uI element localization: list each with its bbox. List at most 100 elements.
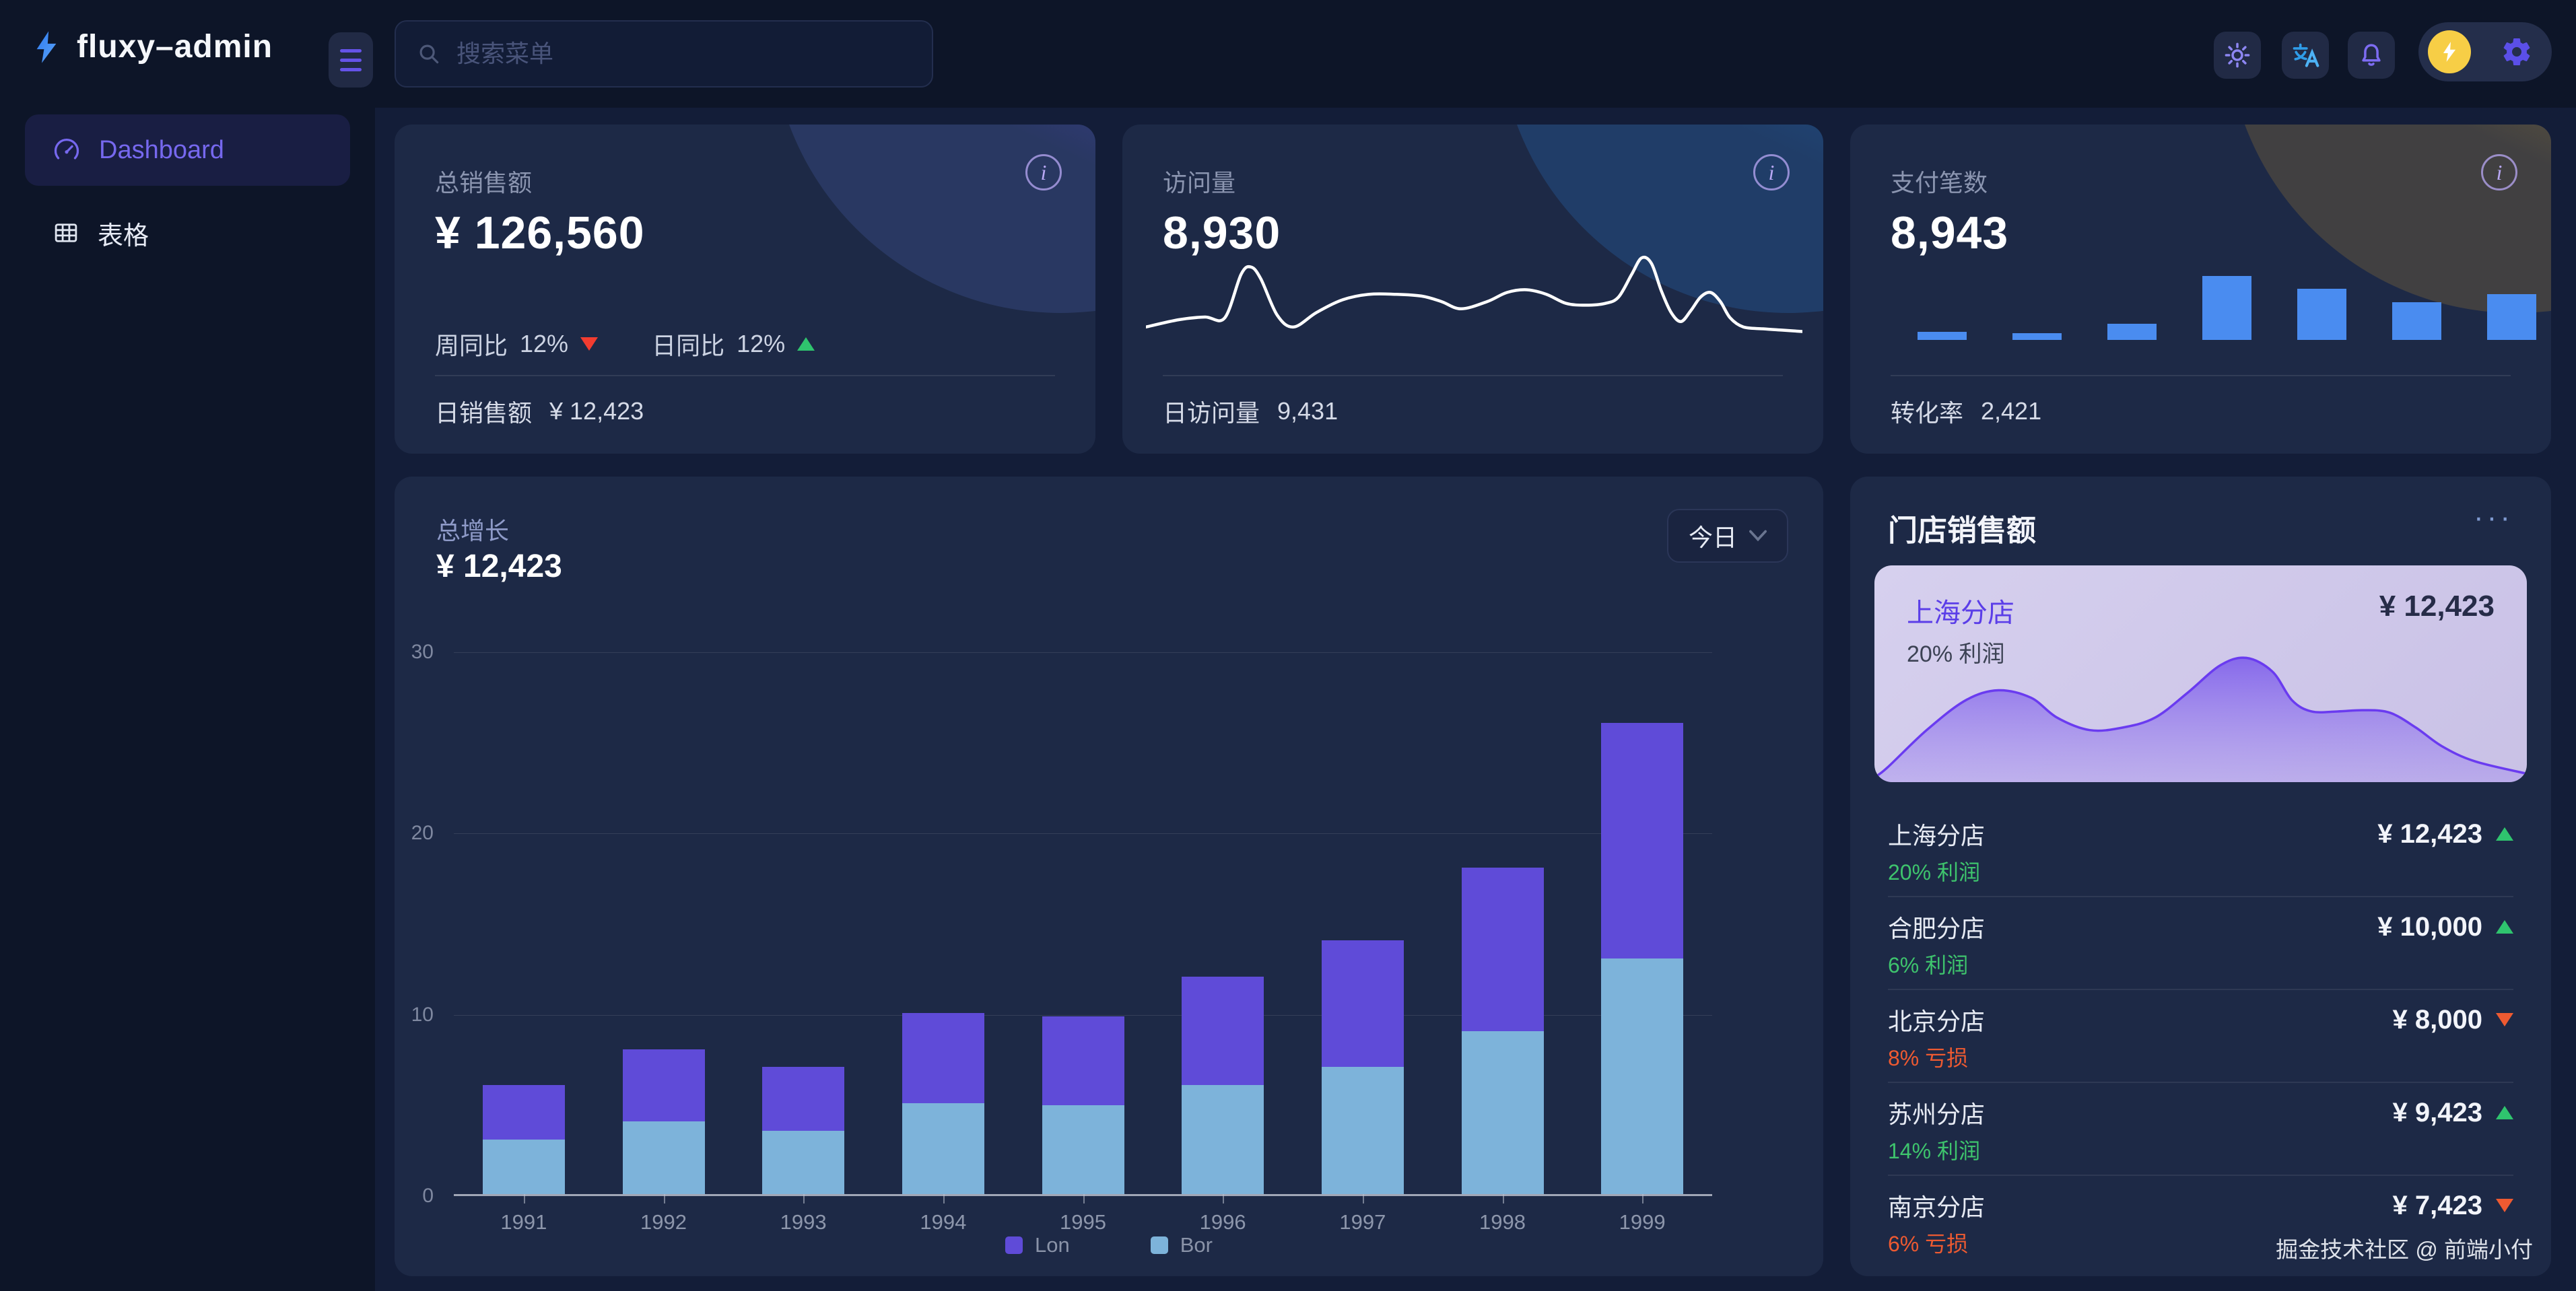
info-icon[interactable]: i <box>1025 154 1062 190</box>
gridline <box>454 1014 1712 1016</box>
card-footer: 日销售额 ¥ 12,423 <box>435 394 644 429</box>
legend-item-lon[interactable]: Lon <box>1005 1233 1070 1257</box>
brand-logo: fluxy–admin <box>28 28 273 65</box>
x-axis-tick <box>663 1194 665 1203</box>
store-note: 6% 利润 <box>1888 953 1969 977</box>
gauge-icon <box>54 139 79 160</box>
footer-label: 转化率 <box>1891 399 1964 427</box>
payments-sparkbars <box>1918 276 2536 340</box>
date-range-value: 今日 <box>1688 524 1737 551</box>
legend-swatch <box>1005 1236 1023 1254</box>
store-note: 8% 亏损 <box>1888 1046 1969 1070</box>
trend-down-icon <box>2496 1013 2513 1026</box>
brand-name: fluxy–admin <box>77 29 273 65</box>
x-axis-tick <box>1642 1194 1644 1203</box>
bar-segment-bor <box>902 1103 984 1194</box>
y-axis-label: 20 <box>411 822 434 845</box>
growth-plot-area: 0 10 20 30 1991 1992 1993 1994 1995 1996 1997 1998 1… <box>411 641 1712 1234</box>
trend-up-icon <box>797 337 815 351</box>
table-icon <box>55 223 77 242</box>
sidebar-collapse-button[interactable] <box>329 32 373 88</box>
notifications-button[interactable] <box>2348 32 2395 79</box>
x-axis-tick <box>523 1194 525 1203</box>
x-axis-label: 1994 <box>920 1210 967 1234</box>
store-row: 北京分店 ¥ 8,000 8% 亏损 <box>1888 990 2513 1083</box>
trend-up-icon <box>2496 920 2513 934</box>
user-avatar[interactable] <box>2428 30 2471 73</box>
bar-1991 <box>482 1085 565 1194</box>
bar-1998 <box>1461 868 1544 1194</box>
legend-label: Lon <box>1035 1233 1070 1257</box>
store-row: 上海分店 ¥ 12,423 20% 利润 <box>1888 804 2513 897</box>
info-icon[interactable]: i <box>1753 154 1790 190</box>
card-footer: 日访问量 9,431 <box>1163 394 1338 429</box>
bar-segment-lon <box>1601 722 1684 958</box>
trend-up-icon <box>2496 1106 2513 1119</box>
store-list: 上海分店 ¥ 12,423 20% 利润合肥分店 ¥ 10,000 6% 利润北京分店 ¥… <box>1888 804 2513 1269</box>
store-row-main: 上海分店 ¥ 12,423 <box>1888 816 2513 851</box>
bar-1999 <box>1601 722 1684 1194</box>
day-trend-value: 12% <box>737 330 786 357</box>
store-row: 南京分店 ¥ 7,423 6% 亏损 <box>1888 1176 2513 1269</box>
x-axis-label: 1993 <box>780 1210 827 1234</box>
x-axis-label: 1996 <box>1199 1210 1246 1234</box>
bar-1993 <box>762 1067 845 1194</box>
trend-down-icon <box>2496 1199 2513 1212</box>
x-axis-tick <box>803 1194 805 1203</box>
payment-spark-bar <box>2392 302 2441 340</box>
info-icon[interactable]: i <box>2481 154 2517 190</box>
total-sales-card: 总销售额 i ¥ 126,560 周同比 12% 日同比 12% 日销售额 ¥ … <box>395 125 1095 454</box>
bar-segment-bor <box>1321 1067 1404 1194</box>
x-axis-label: 1991 <box>500 1210 547 1234</box>
card-title: 支付笔数 <box>1891 169 1988 197</box>
gear-icon[interactable] <box>2501 36 2533 68</box>
footer-label: 日销售额 <box>435 399 533 427</box>
card-title: 访问量 <box>1163 169 1236 197</box>
payments-value: 8,943 <box>1891 207 2009 258</box>
store-note: 6% 亏损 <box>1888 1232 1969 1256</box>
payment-spark-bar <box>2107 324 2157 340</box>
x-axis-tick <box>1502 1194 1504 1203</box>
bell-icon <box>2362 44 2381 66</box>
legend-item-bor[interactable]: Bor <box>1150 1233 1213 1257</box>
store-value-group: ¥ 7,423 <box>2393 1191 2513 1221</box>
panel-title: 门店销售额 <box>1888 514 2036 547</box>
visits-card: 访问量 i 8,930 日访问量 9,431 <box>1122 125 1823 454</box>
store-value-group: ¥ 12,423 <box>2377 819 2513 849</box>
card-footer: 转化率 2,421 <box>1891 394 2041 429</box>
bolt-icon <box>36 30 57 63</box>
translate-icon <box>2293 43 2319 67</box>
payments-card: 支付笔数 i 8,943 转化率 2,421 <box>1850 125 2551 454</box>
trend-down-icon <box>580 337 599 351</box>
sidebar-item-table[interactable]: 表格 <box>25 202 350 264</box>
language-button[interactable] <box>2282 32 2329 79</box>
bar-segment-lon <box>482 1085 565 1140</box>
featured-store-value: ¥ 12,423 <box>2379 590 2495 623</box>
watermark: 掘金技术社区 @ 前端小付 <box>2276 1237 2533 1262</box>
store-name: 苏州分店 <box>1888 1101 1986 1128</box>
search-input[interactable] <box>456 40 912 68</box>
growth-chart-card: 总增长 ¥ 12,423 今日 0 10 20 30 1991 1992 1993 1994 1… <box>395 477 1823 1276</box>
bar-segment-bor <box>1601 958 1684 1194</box>
bar-1995 <box>1042 1016 1124 1194</box>
featured-store-card: 上海分店 ¥ 12,423 20% 利润 <box>1874 565 2527 782</box>
trend-up-icon <box>2496 827 2513 841</box>
sidebar-item-dashboard[interactable]: Dashboard <box>25 114 350 186</box>
store-value: ¥ 12,423 <box>2377 818 2482 849</box>
day-trend-label: 日同比 <box>652 332 725 359</box>
menu-search <box>395 20 933 88</box>
store-row: 苏州分店 ¥ 9,423 14% 利润 <box>1888 1083 2513 1176</box>
user-settings-pill[interactable] <box>2418 22 2552 81</box>
more-icon[interactable]: ··· <box>2474 501 2513 534</box>
theme-toggle-button[interactable] <box>2214 32 2261 79</box>
divider <box>435 375 1055 376</box>
store-row-main: 合肥分店 ¥ 10,000 <box>1888 909 2513 944</box>
date-range-dropdown[interactable]: 今日 <box>1666 509 1788 563</box>
y-axis-label: 30 <box>411 641 434 663</box>
featured-store-name: 上海分店 <box>1907 598 2014 628</box>
avatar-bolt-icon <box>2443 42 2456 62</box>
store-sales-panel: 门店销售额 ··· 上海分店 ¥ 12,423 20% 利润 上海分店 ¥ 12,… <box>1850 477 2551 1276</box>
x-axis-tick <box>1362 1194 1364 1203</box>
store-row-main: 南京分店 ¥ 7,423 <box>1888 1188 2513 1223</box>
payment-spark-bar <box>2487 294 2536 340</box>
